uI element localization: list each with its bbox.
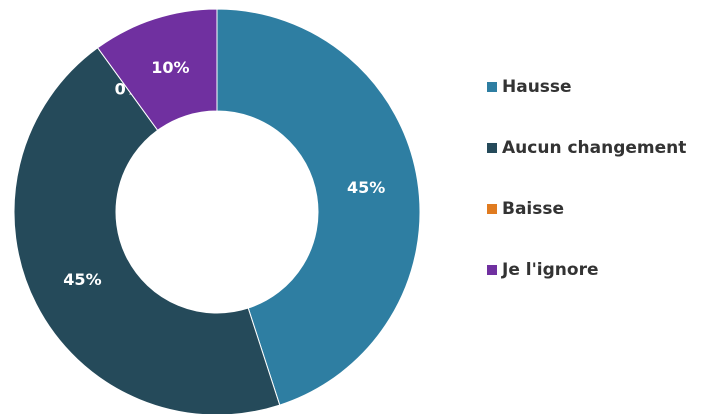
donut-slice xyxy=(96,8,218,131)
slice-label: 45% xyxy=(347,178,385,197)
slice-label: 10% xyxy=(151,58,189,77)
legend-swatch xyxy=(487,143,497,153)
donut-slice xyxy=(216,8,421,406)
donut-slice xyxy=(13,47,281,414)
legend-swatch xyxy=(487,265,497,275)
slice-label: 45% xyxy=(63,270,101,289)
legend-label: Je l'ignore xyxy=(501,260,599,280)
legend-swatch xyxy=(487,82,497,92)
legend-label: Baisse xyxy=(502,199,564,219)
legend-label: Aucun changement xyxy=(502,138,686,158)
legend-label: Hausse xyxy=(502,77,572,97)
legend-swatch xyxy=(487,204,497,214)
